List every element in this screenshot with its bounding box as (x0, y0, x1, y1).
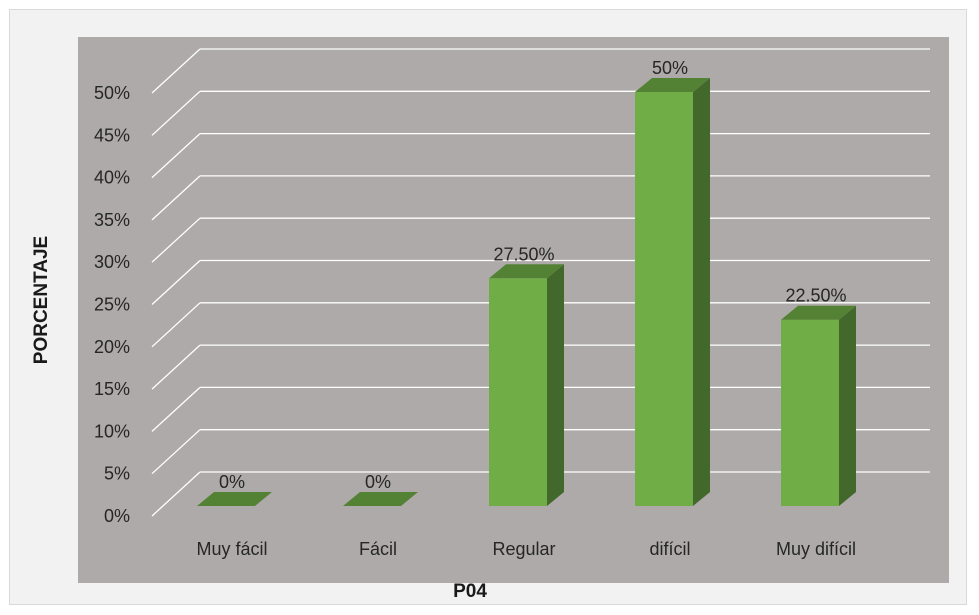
gridline-diagonal (151, 217, 201, 263)
bar (635, 92, 693, 506)
gridline-diagonal (151, 260, 201, 305)
y-tick-label: 20% (94, 337, 130, 357)
data-label: 50% (652, 58, 688, 78)
y-tick-label: 45% (94, 125, 130, 145)
y-axis-title: PORCENTAJE (31, 236, 52, 364)
y-tick-label: 5% (104, 464, 130, 484)
data-label: 0% (365, 472, 391, 492)
x-category-label: Fácil (359, 539, 397, 559)
bar-top (489, 264, 564, 279)
gridline-diagonal (151, 386, 201, 432)
y-tick-label: 25% (94, 295, 130, 315)
y-tick-label: 10% (94, 421, 130, 441)
bar-chart: 0% 5% 10% 15% 20% 25% 30% 35% 40% 45% 50% 0% Muy fác… (31, 48, 930, 602)
x-axis-title: P04 (453, 581, 487, 602)
x-category-label: Regular (492, 539, 555, 559)
x-category-label: Muy fácil (196, 539, 267, 559)
x-category-label: Muy difícil (776, 539, 856, 559)
y-tick-label: 35% (94, 210, 130, 230)
y-tick-label: 0% (104, 506, 130, 526)
chart-frame: 0% 5% 10% 15% 20% 25% 30% 35% 40% 45% 50% 0% Muy fác… (9, 9, 967, 605)
gridline-diagonal (151, 133, 201, 179)
gridline-diagonal (151, 175, 201, 221)
bar-top (635, 78, 710, 92)
bar (197, 492, 272, 506)
data-label: 22.50% (785, 286, 846, 306)
gridline-diagonal (151, 48, 201, 94)
bar-top (781, 305, 856, 320)
gridline-diagonal (151, 344, 201, 390)
bar-side (839, 305, 856, 506)
gridline-diagonal (151, 90, 201, 136)
gridline-diagonal (151, 429, 201, 475)
bar-side (547, 264, 564, 506)
bar-side (693, 78, 710, 506)
gridline-diagonal (151, 471, 201, 517)
bar (489, 278, 547, 506)
y-tick-label: 15% (94, 379, 130, 399)
y-tick-label: 40% (94, 168, 130, 188)
y-tick-label: 50% (94, 83, 130, 103)
y-tick-label: 30% (94, 252, 130, 272)
data-label: 27.50% (493, 244, 554, 264)
bar (343, 492, 418, 506)
x-category-label: difícil (649, 539, 690, 559)
gridline-diagonal (151, 302, 201, 348)
data-label: 0% (219, 472, 245, 492)
bar (781, 319, 839, 506)
